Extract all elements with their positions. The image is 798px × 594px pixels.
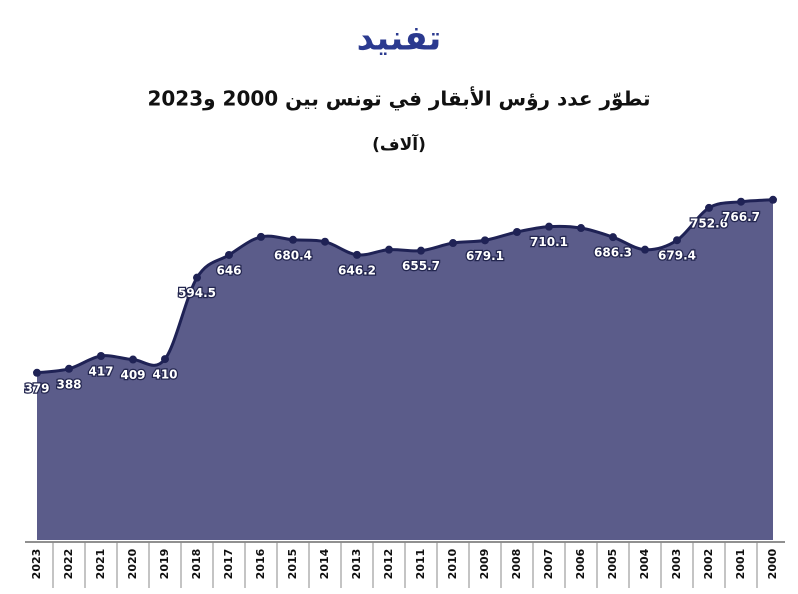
x-tick-label: 2021 [94,549,107,580]
value-label: 679.4 [658,249,696,263]
area [37,199,773,540]
point [705,203,713,212]
logo: تفنيد [357,19,442,59]
value-label: 646.2 [338,263,376,277]
point [97,351,105,360]
point [385,245,393,254]
x-tick-label: 2022 [62,549,75,580]
value-label: 594.5 [178,286,216,300]
x-tick-label: 2018 [190,549,203,580]
chart-title: تطوّر عدد رؤس الأبقار في تونس بين 2000 و… [147,86,650,112]
point [769,195,777,204]
value-label: 686.3 [594,246,632,260]
x-tick-label: 2012 [382,549,395,580]
chart-subtitle: (آلاف) [372,133,426,155]
point [257,232,265,241]
x-tick-label: 2010 [446,548,459,579]
point [481,236,489,245]
value-label: 410 [152,368,177,382]
value-label: 409 [120,368,145,382]
x-tick-label: 2013 [350,549,363,580]
x-tick-label: 2019 [158,549,171,580]
value-label: 710.1 [530,235,568,249]
x-tick-label: 2016 [254,548,267,579]
value-label: 752.6 [690,216,728,230]
point [289,235,297,244]
value-label: 680.4 [274,248,312,262]
point [417,246,425,255]
x-tick-label: 2015 [286,549,299,580]
point [545,222,553,231]
point [353,250,361,259]
point [225,250,233,259]
point [577,224,585,233]
x-tick-label: 2011 [414,549,427,580]
value-label: 646 [216,263,241,277]
point [641,245,649,254]
value-label: 417 [88,364,113,378]
value-label: 655.7 [402,259,440,273]
point [33,368,41,377]
point [65,364,73,373]
x-tick-label: 2007 [542,549,555,580]
x-tick-label: 2003 [670,549,683,580]
value-label: 379 [24,381,49,395]
point [161,355,169,364]
x-tick-label: 2023 [30,549,43,580]
point [321,237,329,246]
x-tick-label: 2009 [478,549,491,580]
x-tick-label: 2002 [702,549,715,580]
x-tick-label: 2001 [734,549,747,580]
point [449,239,457,248]
value-label: 679.1 [466,249,504,263]
x-tick-label: 2014 [318,548,331,579]
x-tick-label: 2006 [574,548,587,579]
value-label: 388 [56,377,81,391]
x-tick-label: 2000 [766,548,779,579]
x-tick-label: 2020 [126,548,139,579]
x-tick-label: 2008 [510,549,523,580]
point [737,197,745,206]
point [673,236,681,245]
point [513,228,521,237]
point [129,355,137,364]
x-tick-label: 2017 [222,549,235,580]
value-label: 766.7 [722,210,760,224]
point [193,273,201,282]
x-tick-label: 2004 [638,548,651,579]
point [609,233,617,242]
x-tick-label: 2005 [606,549,619,580]
